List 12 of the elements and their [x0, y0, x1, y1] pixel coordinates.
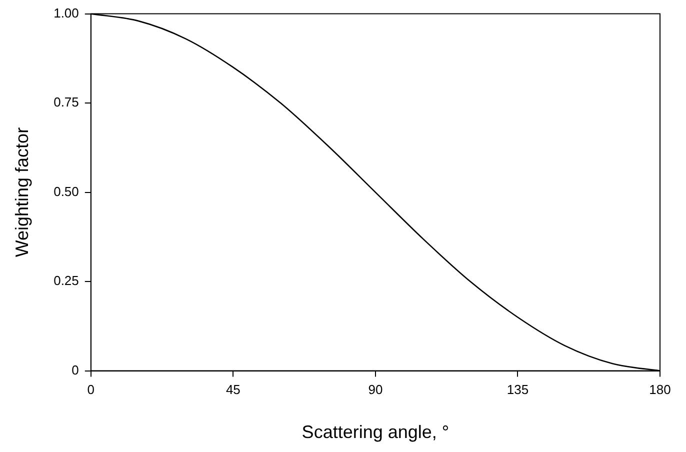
- y-tick-label: 0: [72, 362, 79, 378]
- y-tick-label: 0.25: [54, 273, 79, 288]
- x-axis-title: Scattering angle, °: [302, 422, 450, 442]
- y-axis-title: Weighting factor: [12, 127, 32, 258]
- x-tick-label: 90: [368, 382, 383, 398]
- x-tick-label: 0: [87, 382, 95, 398]
- y-tick-label: 0.75: [54, 94, 79, 110]
- x-tick-label: 180: [649, 382, 671, 398]
- x-tick-label: 135: [506, 382, 529, 398]
- x-tick-label: 45: [226, 382, 240, 398]
- y-tick-label: 0.50: [54, 184, 79, 199]
- y-tick-label: 1.00: [54, 5, 79, 20]
